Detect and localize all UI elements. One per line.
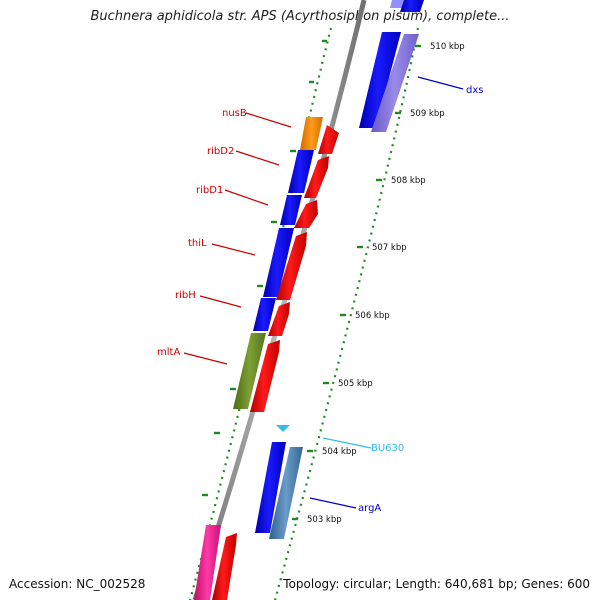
gene-block-thiL-blue <box>263 228 294 297</box>
gene-label-nusB[interactable]: nusB <box>222 108 247 119</box>
gene-labels: nusB ribD2 ribD1 thiL ribH mltA BU630 argA dxs <box>157 85 483 514</box>
gene-block-ribD1-red <box>294 200 318 228</box>
feature-blocks <box>194 0 424 600</box>
gene-label-BU630[interactable]: BU630 <box>371 443 404 454</box>
ruler-tick-label: 503 kbp <box>307 515 342 525</box>
gene-label-dxs[interactable]: dxs <box>466 85 483 96</box>
gene-block-bottom-pink <box>194 525 221 600</box>
gene-label-ribD1[interactable]: ribD1 <box>196 185 223 196</box>
gene-block-dxs-lavender <box>371 34 419 132</box>
ruler-tick-labels: 510 kbp 509 kbp 508 kbp 507 kbp 506 kbp 505 k… <box>292 42 465 525</box>
ruler-tick-label: 509 kbp <box>410 109 445 119</box>
gene-label-argA[interactable]: argA <box>358 503 381 514</box>
gene-block-mltA-olive <box>233 333 266 409</box>
gene-block-argA-steel <box>269 447 303 539</box>
gene-label-ribH[interactable]: ribH <box>175 290 196 301</box>
gene-block-ribD2-blue <box>288 150 314 193</box>
gene-label-ribD2[interactable]: ribD2 <box>207 146 234 157</box>
accession-label: Accession: NC_002528 <box>9 577 146 591</box>
gene-block-ribH-blue <box>253 298 276 331</box>
ruler-tick-label: 510 kbp <box>430 42 465 52</box>
gene-block-thiL-red <box>276 232 307 300</box>
gene-block-ribH-red <box>268 302 290 336</box>
ruler-tick-label: 506 kbp <box>355 311 390 321</box>
gene-block-nusB-orange <box>300 117 323 150</box>
genome-info-label: Topology: circular; Length: 640,681 bp; … <box>283 577 590 591</box>
ruler-tick-label: 505 kbp <box>338 379 373 389</box>
gene-label-thiL[interactable]: thiL <box>188 238 207 249</box>
gene-block-ribD2-red <box>304 156 329 198</box>
gene-block-bottom-red <box>212 533 237 600</box>
gene-block-BU630 <box>276 425 290 432</box>
ruler-tick-label: 508 kbp <box>391 176 426 186</box>
gene-block-top-red <box>400 0 424 12</box>
gene-block-argA-blue <box>255 442 286 533</box>
gene-block-nusB-red <box>318 125 339 154</box>
map-title: Buchnera aphidicola str. APS (Acyrthosip… <box>90 9 510 24</box>
gene-block-ribD1-blue <box>280 195 302 225</box>
outer-tick-marks <box>202 39 327 497</box>
gene-block-dxs-blue <box>359 32 401 128</box>
gene-block-mltA-red <box>250 340 280 412</box>
gene-label-mltA[interactable]: mltA <box>157 347 180 358</box>
gene-label-leaders <box>183 76 464 509</box>
ruler-tick-label: 507 kbp <box>372 243 407 253</box>
ruler-tick-label: 504 kbp <box>322 447 357 457</box>
